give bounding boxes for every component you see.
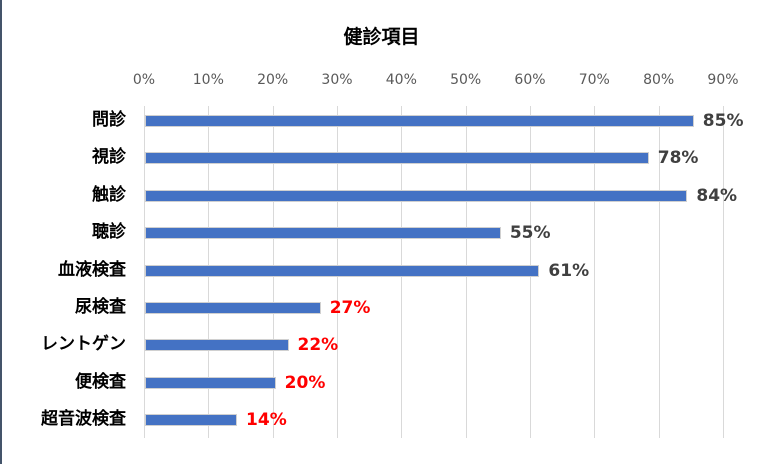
data-label: 20% bbox=[284, 372, 326, 393]
bar[interactable] bbox=[145, 227, 501, 240]
category-label: 超音波検査 bbox=[41, 409, 126, 430]
chart-title: 健診項目 bbox=[343, 26, 420, 48]
gridline bbox=[594, 106, 596, 438]
category-label: 血液検査 bbox=[58, 259, 126, 280]
x-tick-label: 0% bbox=[132, 72, 156, 88]
bar[interactable] bbox=[145, 302, 321, 314]
data-label: 84% bbox=[696, 185, 738, 206]
bar-row: 血液検査 61% bbox=[0, 255, 763, 293]
category-label: 視診 bbox=[92, 147, 126, 168]
x-tick-label: 20% bbox=[257, 72, 289, 88]
bar[interactable] bbox=[145, 339, 289, 352]
bar[interactable] bbox=[145, 115, 694, 127]
data-label: 78% bbox=[657, 148, 699, 169]
x-tick-label: 90% bbox=[707, 72, 739, 88]
gridline bbox=[658, 106, 660, 438]
bar[interactable] bbox=[145, 152, 649, 165]
category-label: 便検査 bbox=[75, 371, 126, 392]
bar-row: 便検査 20% bbox=[0, 367, 763, 405]
category-label: 問診 bbox=[92, 110, 126, 130]
bar[interactable] bbox=[145, 414, 238, 427]
data-label: 14% bbox=[246, 410, 287, 431]
data-label: 27% bbox=[329, 298, 371, 318]
bar-row: 触診 84% bbox=[0, 180, 763, 218]
data-label: 85% bbox=[702, 111, 744, 131]
gridline bbox=[722, 106, 724, 438]
gridline bbox=[144, 106, 145, 438]
bar-row: 問診 85% bbox=[0, 105, 763, 143]
bar[interactable] bbox=[145, 189, 688, 202]
x-tick-label: 70% bbox=[578, 72, 610, 88]
bar-row: 尿検査 27% bbox=[0, 292, 763, 330]
x-tick-label: 60% bbox=[514, 72, 546, 88]
category-label: 聴診 bbox=[92, 222, 126, 243]
x-tick-label: 30% bbox=[321, 72, 353, 88]
bar-row: レントゲン 22% bbox=[0, 329, 763, 367]
category-label: 尿検査 bbox=[75, 297, 126, 317]
category-label: レントゲン bbox=[41, 334, 126, 355]
bar-row: 超音波検査 14% bbox=[0, 404, 763, 442]
bar-row: 視診 78% bbox=[0, 142, 763, 180]
data-label: 22% bbox=[297, 335, 339, 356]
bar-row: 聴診 55% bbox=[0, 217, 763, 255]
window-border bbox=[0, 0, 2, 464]
bar[interactable] bbox=[145, 264, 540, 277]
data-label: 55% bbox=[509, 223, 551, 244]
category-label: 触診 bbox=[92, 184, 126, 205]
data-label: 61% bbox=[548, 260, 590, 281]
x-tick-label: 40% bbox=[385, 72, 417, 88]
x-tick-label: 50% bbox=[450, 72, 482, 88]
x-tick-label: 80% bbox=[643, 72, 675, 88]
x-tick-label: 10% bbox=[192, 72, 224, 88]
bar[interactable] bbox=[145, 376, 276, 389]
